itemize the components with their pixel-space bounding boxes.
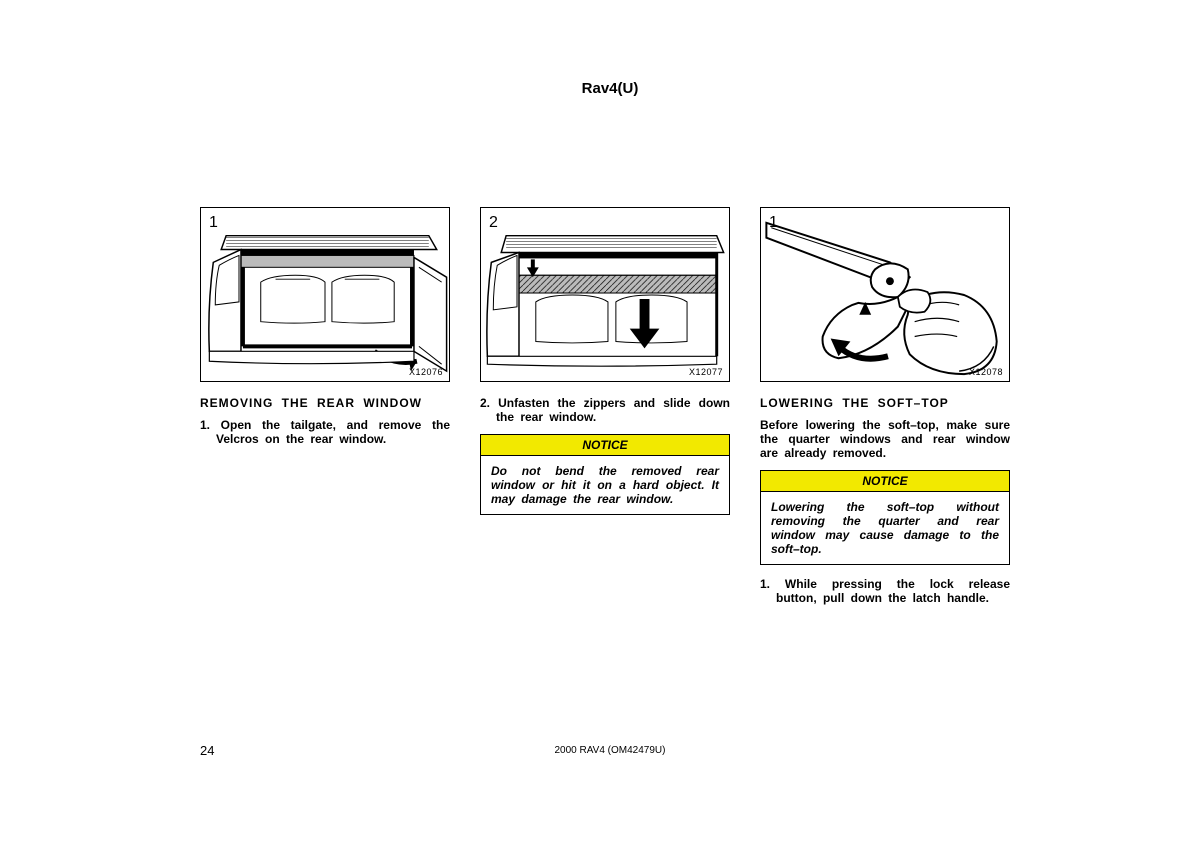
step-text: 1. While pressing the lock release butto…: [760, 577, 1010, 605]
columns-container: 1: [200, 207, 1020, 615]
figure-code: X12078: [969, 367, 1003, 377]
figure-code: X12076: [409, 367, 443, 377]
step-text: 2. Unfasten the zippers and slide down t…: [480, 396, 730, 424]
figure-number: 2: [489, 214, 498, 232]
figure-number: 1: [209, 214, 218, 232]
latch-handle-illustration: [761, 208, 1009, 381]
notice-title: NOTICE: [761, 471, 1009, 492]
step-text: 1. Open the tailgate, and remove the Vel…: [200, 418, 450, 446]
manual-page: Rav4(U) 1: [0, 0, 1200, 615]
page-footer: 24 2000 RAV4 (OM42479U): [200, 743, 1020, 758]
figure-code: X12077: [689, 367, 723, 377]
rear-window-open-illustration: [201, 208, 449, 381]
column-3: 1: [760, 207, 1010, 615]
intro-text: Before lowering the soft–top, make sure …: [760, 418, 1010, 460]
figure-2: 2: [480, 207, 730, 382]
notice-box: NOTICE Do not bend the removed rear wind…: [480, 434, 730, 515]
notice-box: NOTICE Lowering the soft–top without rem…: [760, 470, 1010, 565]
footer-doc-id: 2000 RAV4 (OM42479U): [200, 745, 1020, 756]
notice-body: Do not bend the removed rear window or h…: [481, 456, 729, 514]
section-heading: LOWERING THE SOFT–TOP: [760, 396, 1010, 410]
figure-1: 1: [200, 207, 450, 382]
section-heading: REMOVING THE REAR WINDOW: [200, 396, 450, 410]
notice-body: Lowering the soft–top without removing t…: [761, 492, 1009, 564]
column-1: 1: [200, 207, 450, 615]
page-header: Rav4(U): [200, 80, 1020, 97]
figure-number: 1: [769, 214, 778, 232]
rear-window-slide-illustration: [481, 208, 729, 381]
figure-3: 1: [760, 207, 1010, 382]
notice-title: NOTICE: [481, 435, 729, 456]
column-2: 2: [480, 207, 730, 615]
